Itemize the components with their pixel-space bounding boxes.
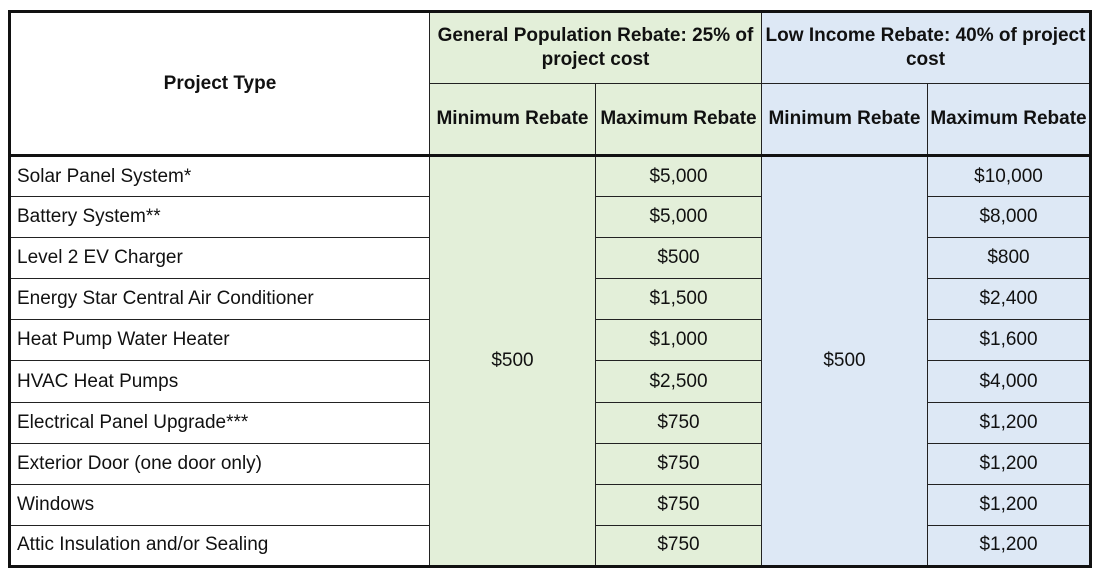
project-type-cell: Attic Insulation and/or Sealing bbox=[9, 524, 430, 568]
low-income-maximum-rebate-cell: $1,200 bbox=[927, 524, 1091, 568]
table-row: Level 2 EV Charger $500 $800 bbox=[9, 237, 1091, 280]
general-maximum-rebate-cell: $5,000 bbox=[595, 196, 762, 239]
header-general-maximum-rebate: Maximum Rebate bbox=[595, 83, 762, 157]
general-maximum-rebate-cell: $750 bbox=[595, 442, 762, 485]
table-row: Heat Pump Water Heater $1,000 $1,600 bbox=[9, 319, 1091, 362]
low-income-maximum-rebate-cell: $1,200 bbox=[927, 401, 1091, 444]
low-income-maximum-rebate-cell: $4,000 bbox=[927, 360, 1091, 403]
header-low-income-maximum-rebate: Maximum Rebate bbox=[927, 83, 1091, 157]
project-type-cell: Level 2 EV Charger bbox=[9, 237, 430, 280]
project-type-cell: Solar Panel System* bbox=[9, 154, 430, 198]
low-income-maximum-rebate-cell: $1,200 bbox=[927, 442, 1091, 485]
table-row: Attic Insulation and/or Sealing $750 $1,… bbox=[9, 524, 1091, 568]
general-maximum-rebate-cell: $1,000 bbox=[595, 319, 762, 362]
low-income-maximum-rebate-cell: $800 bbox=[927, 237, 1091, 280]
low-income-maximum-rebate-cell: $1,600 bbox=[927, 319, 1091, 362]
project-type-cell: Exterior Door (one door only) bbox=[9, 442, 430, 485]
project-type-cell: HVAC Heat Pumps bbox=[9, 360, 430, 403]
project-type-cell: Heat Pump Water Heater bbox=[9, 319, 430, 362]
header-general-minimum-rebate: Minimum Rebate bbox=[429, 83, 596, 157]
general-maximum-rebate-cell: $750 bbox=[595, 401, 762, 444]
low-income-minimum-rebate-cell: $500 bbox=[761, 155, 928, 567]
project-type-cell: Windows bbox=[9, 483, 430, 526]
low-income-maximum-rebate-cell: $8,000 bbox=[927, 196, 1091, 239]
low-income-maximum-rebate-cell: $1,200 bbox=[927, 483, 1091, 526]
general-maximum-rebate-cell: $1,500 bbox=[595, 278, 762, 321]
table-row: Solar Panel System* $500 $5,000 $500 $10… bbox=[9, 154, 1091, 567]
general-maximum-rebate-cell: $750 bbox=[595, 524, 762, 568]
rebate-table: Project Type General Population Rebate: … bbox=[8, 10, 1092, 568]
table-row: HVAC Heat Pumps $2,500 $4,000 bbox=[9, 360, 1091, 403]
general-maximum-rebate-cell: $500 bbox=[595, 237, 762, 280]
table-row: Electrical Panel Upgrade*** $750 $1,200 bbox=[9, 401, 1091, 444]
header-project-type: Project Type bbox=[9, 11, 430, 157]
header-low-income-minimum-rebate: Minimum Rebate bbox=[761, 83, 928, 157]
general-minimum-rebate-cell: $500 bbox=[429, 155, 596, 567]
low-income-maximum-rebate-cell: $10,000 bbox=[927, 154, 1091, 198]
general-maximum-rebate-cell: $5,000 bbox=[595, 154, 762, 198]
general-maximum-rebate-cell: $750 bbox=[595, 483, 762, 526]
project-type-cell: Electrical Panel Upgrade*** bbox=[9, 401, 430, 444]
table-row: Energy Star Central Air Conditioner $1,5… bbox=[9, 278, 1091, 321]
project-type-cell: Battery System** bbox=[9, 196, 430, 239]
low-income-maximum-rebate-cell: $2,400 bbox=[927, 278, 1091, 321]
table-row: Exterior Door (one door only) $750 $1,20… bbox=[9, 442, 1091, 485]
table-row: Battery System** $5,000 $8,000 bbox=[9, 196, 1091, 239]
project-type-cell: Energy Star Central Air Conditioner bbox=[9, 278, 430, 321]
general-maximum-rebate-cell: $2,500 bbox=[595, 360, 762, 403]
header-low-income-rebate: Low Income Rebate: 40% of project cost bbox=[761, 11, 1091, 84]
header-general-population-rebate: General Population Rebate: 25% of projec… bbox=[429, 11, 762, 84]
